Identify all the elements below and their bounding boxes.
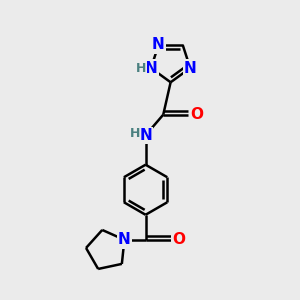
- Text: H: H: [130, 127, 140, 140]
- Text: N: N: [118, 232, 131, 247]
- Text: N: N: [139, 128, 152, 143]
- Text: N: N: [184, 61, 197, 76]
- Text: O: O: [172, 232, 185, 247]
- Text: N: N: [145, 61, 158, 76]
- Text: H: H: [136, 61, 146, 74]
- Text: N: N: [152, 38, 165, 52]
- Text: O: O: [190, 107, 203, 122]
